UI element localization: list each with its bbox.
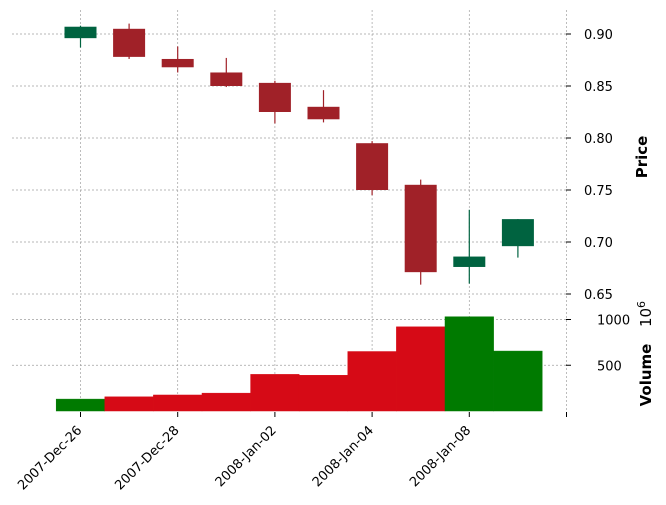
volume-tick-label: 1000 <box>597 314 630 329</box>
volume-bar <box>347 351 397 412</box>
candle-body <box>356 143 389 190</box>
candle-body <box>113 28 146 57</box>
svg-text:106: 106 <box>635 301 655 327</box>
candle-body <box>453 256 486 267</box>
candle-body <box>258 82 291 112</box>
price-tick-label: 0.85 <box>584 80 613 95</box>
x-tick-label: 2008-Jan-08 <box>407 423 474 490</box>
volume-bar <box>153 394 203 412</box>
price-gridlines <box>12 10 567 295</box>
candle-body <box>161 58 194 68</box>
volume-scale-exponent: 6 <box>635 301 648 308</box>
volume-bar <box>493 350 543 412</box>
price-tick-label: 0.70 <box>584 236 613 251</box>
price-axis-title: Price <box>633 136 651 179</box>
volume-bar <box>250 374 300 412</box>
volume-bars <box>55 316 543 412</box>
volume-bar <box>55 398 106 412</box>
volume-axis: 500 1000 <box>566 314 630 374</box>
x-tick-label: 2008-Jan-02 <box>213 423 280 490</box>
volume-bar <box>298 375 349 412</box>
price-tick-label: 0.65 <box>584 288 613 303</box>
candle-body <box>307 106 340 120</box>
volume-scale-base: 10 <box>637 308 655 327</box>
volume-tick-label: 500 <box>597 359 622 374</box>
volume-scale-label: 106 <box>635 301 655 327</box>
price-tick-label: 0.75 <box>584 184 613 199</box>
volume-bar <box>444 316 494 412</box>
candle-body <box>64 26 97 39</box>
volume-axis-title: Volume <box>637 344 655 407</box>
x-axis: 2007-Dec-26 2007-Dec-28 2008-Jan-02 2008-Ja… <box>15 412 567 493</box>
x-tick-label: 2008-Jan-04 <box>310 423 377 490</box>
volume-bar <box>396 326 446 412</box>
candle-body <box>210 72 243 86</box>
volume-bar <box>201 392 251 412</box>
candle-body <box>501 219 534 247</box>
x-tick-label: 2007-Dec-26 <box>15 423 85 493</box>
volume-bar <box>104 396 154 412</box>
candle-body <box>404 184 437 273</box>
price-tick-label: 0.90 <box>584 28 613 43</box>
candles <box>64 23 534 285</box>
x-tick-label: 2007-Dec-28 <box>112 423 182 493</box>
price-tick-label: 0.80 <box>584 132 613 147</box>
price-axis: 0.65 0.70 0.75 0.80 0.85 0.90 <box>566 28 613 303</box>
